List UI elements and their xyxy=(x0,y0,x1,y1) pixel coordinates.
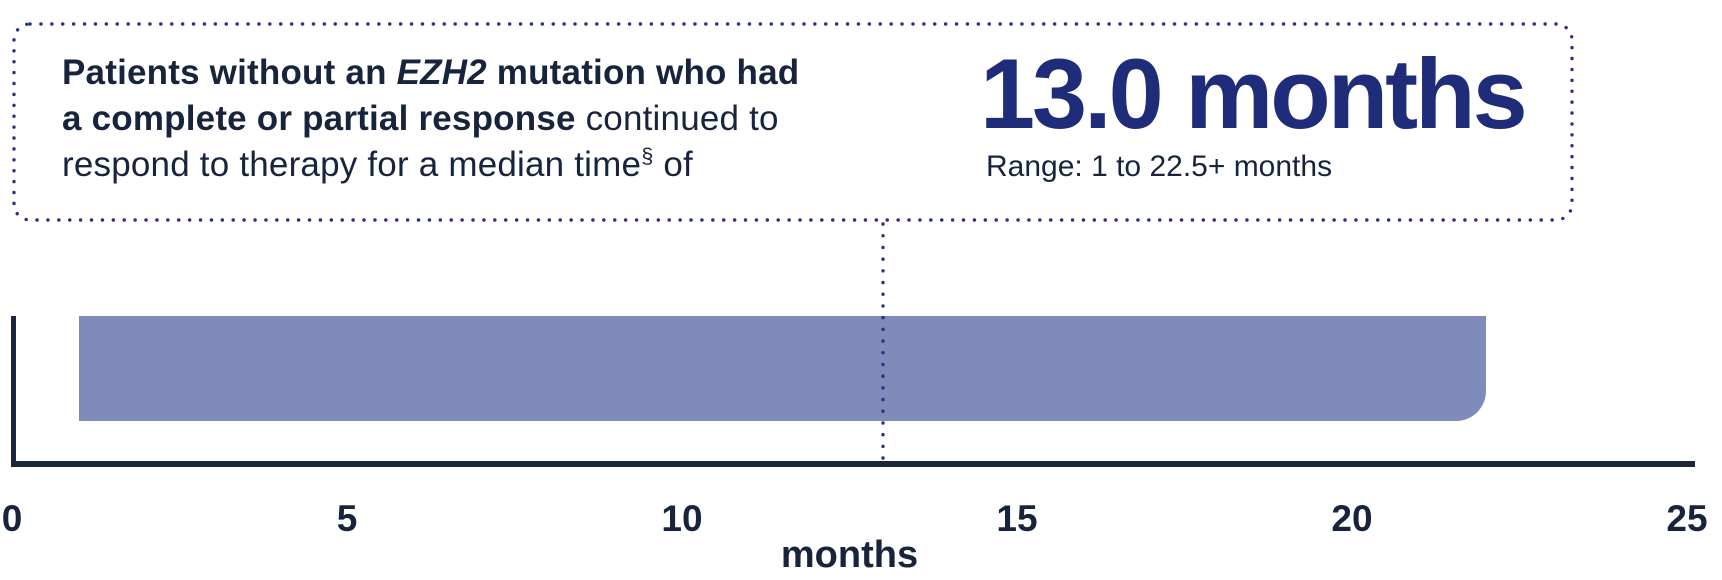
headline-segment: Patients without an xyxy=(62,53,397,92)
headline-segment: respond to therapy for a median time xyxy=(62,145,642,184)
x-axis-tick-label: 15 xyxy=(996,498,1038,539)
headline-segment: § xyxy=(641,142,654,168)
x-axis-line xyxy=(11,461,1695,467)
headline-segment: continued to xyxy=(575,99,779,138)
headline-segment: of xyxy=(653,145,693,184)
headline-line: Patients without an EZH2 mutation who ha… xyxy=(62,50,942,96)
x-axis-tick-label: 5 xyxy=(336,498,358,539)
x-axis-tick-label: 10 xyxy=(661,498,703,539)
y-axis-line xyxy=(11,316,16,467)
x-axis-title: months xyxy=(780,534,919,576)
response-duration-bar xyxy=(79,316,1486,421)
stat-median-value: 13.0 months xyxy=(980,38,1528,149)
callout-headline: Patients without an EZH2 mutation who ha… xyxy=(62,50,942,192)
stat-range-text: Range: 1 to 22.5+ months xyxy=(986,150,1333,183)
x-axis-tick-label: 0 xyxy=(1,498,23,539)
x-axis-tick-label: 25 xyxy=(1666,498,1708,539)
headline-segment: EZH2 xyxy=(396,53,487,92)
headline-segment: a complete or partial response xyxy=(62,99,576,138)
x-axis-tick-label: 20 xyxy=(1331,498,1373,539)
headline-segment: mutation who had xyxy=(486,53,800,92)
headline-line: a complete or partial response continued… xyxy=(62,96,942,142)
callout-dotted-border xyxy=(12,22,1574,222)
headline-line: respond to therapy for a median time§ of xyxy=(62,142,942,192)
